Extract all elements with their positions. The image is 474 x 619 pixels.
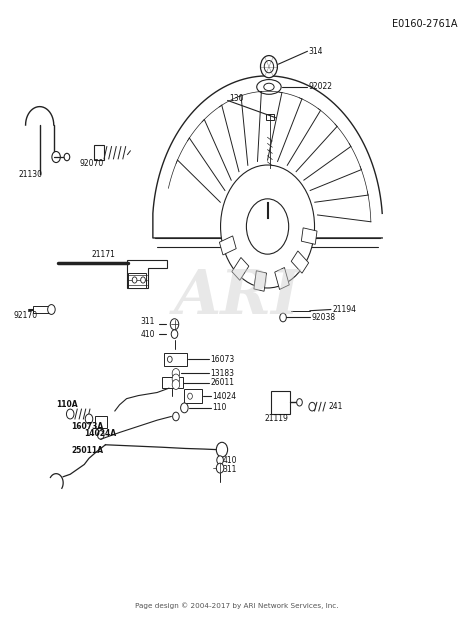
Text: 13183: 13183 <box>210 369 234 378</box>
Text: 16073A: 16073A <box>72 422 104 431</box>
Circle shape <box>52 152 60 163</box>
Polygon shape <box>275 267 289 290</box>
Text: 21171: 21171 <box>91 249 115 259</box>
Circle shape <box>246 199 289 254</box>
Circle shape <box>132 277 137 283</box>
Circle shape <box>48 305 55 314</box>
Circle shape <box>66 409 74 419</box>
Polygon shape <box>232 258 249 280</box>
Circle shape <box>220 165 315 288</box>
Circle shape <box>280 313 286 322</box>
Text: 92170: 92170 <box>14 311 38 320</box>
Text: 14024: 14024 <box>212 392 237 400</box>
Circle shape <box>98 431 104 439</box>
Polygon shape <box>254 271 266 292</box>
FancyBboxPatch shape <box>184 389 202 403</box>
Text: 311: 311 <box>141 318 155 326</box>
Polygon shape <box>219 236 236 255</box>
FancyBboxPatch shape <box>94 145 104 160</box>
Text: 21130: 21130 <box>18 170 43 179</box>
Text: 241: 241 <box>328 402 343 411</box>
Circle shape <box>170 319 179 330</box>
Text: 92070: 92070 <box>80 158 104 168</box>
Circle shape <box>172 368 180 378</box>
Text: 311: 311 <box>223 465 237 474</box>
Circle shape <box>172 374 180 384</box>
Text: 130: 130 <box>229 94 244 103</box>
Text: 110: 110 <box>212 404 227 412</box>
Text: 21194: 21194 <box>332 305 356 314</box>
Circle shape <box>261 56 277 78</box>
Circle shape <box>309 402 316 411</box>
Text: 410: 410 <box>223 456 237 465</box>
Circle shape <box>141 277 146 283</box>
Polygon shape <box>291 251 309 273</box>
Ellipse shape <box>257 80 281 94</box>
Text: 21119: 21119 <box>264 414 288 423</box>
Text: 314: 314 <box>309 47 323 56</box>
Circle shape <box>216 463 224 473</box>
Circle shape <box>64 154 70 161</box>
Circle shape <box>264 61 273 73</box>
FancyBboxPatch shape <box>266 114 273 120</box>
Circle shape <box>167 356 172 362</box>
Circle shape <box>171 330 178 339</box>
Text: 26011: 26011 <box>210 378 234 387</box>
Circle shape <box>188 393 192 399</box>
Circle shape <box>216 443 228 457</box>
Circle shape <box>297 399 302 406</box>
Circle shape <box>172 379 180 389</box>
Text: 14024A: 14024A <box>84 429 117 438</box>
Polygon shape <box>301 228 317 245</box>
FancyBboxPatch shape <box>33 306 51 313</box>
Text: 92022: 92022 <box>309 82 333 92</box>
Text: 25011A: 25011A <box>72 446 104 456</box>
Text: E0160-2761A: E0160-2761A <box>392 19 458 29</box>
FancyBboxPatch shape <box>128 272 146 288</box>
Circle shape <box>181 403 188 413</box>
Polygon shape <box>127 261 166 288</box>
Circle shape <box>85 414 93 424</box>
Text: 92038: 92038 <box>311 313 336 322</box>
FancyBboxPatch shape <box>95 417 107 428</box>
Text: 110A: 110A <box>56 400 78 409</box>
Text: 16073: 16073 <box>210 355 235 364</box>
Circle shape <box>173 412 179 421</box>
FancyBboxPatch shape <box>164 353 187 366</box>
Text: Page design © 2004-2017 by ARI Network Services, Inc.: Page design © 2004-2017 by ARI Network S… <box>135 602 339 609</box>
FancyBboxPatch shape <box>162 377 183 388</box>
Circle shape <box>217 456 223 464</box>
Text: ARI: ARI <box>173 267 301 327</box>
FancyBboxPatch shape <box>271 391 290 414</box>
Text: 410: 410 <box>141 329 155 339</box>
Ellipse shape <box>264 83 274 90</box>
